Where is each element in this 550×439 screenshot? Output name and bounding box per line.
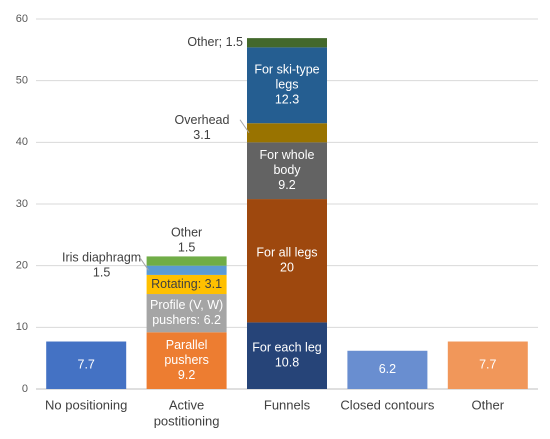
bar-segment	[247, 142, 327, 200]
leader-line	[239, 119, 250, 134]
data-label: 9.2	[278, 178, 295, 192]
data-label: 12.3	[275, 93, 299, 107]
y-tick-label: 20	[16, 260, 28, 272]
bar-segment	[146, 294, 227, 333]
data-label: Overhead	[175, 113, 230, 127]
data-label: 9.2	[178, 368, 195, 382]
data-label: 20	[280, 261, 294, 275]
x-category-label: Other	[472, 397, 505, 412]
data-label: Other	[171, 226, 202, 240]
bar-segment	[46, 341, 127, 389]
data-label: 7.7	[479, 358, 496, 372]
bar-segment	[146, 332, 227, 389]
data-label: 7.7	[78, 358, 95, 372]
data-label: Rotating: 3.1	[151, 277, 222, 291]
y-tick-label: 10	[16, 321, 28, 333]
y-tick-label: 0	[22, 383, 28, 395]
data-label: For whole	[260, 148, 315, 162]
data-label: 1.5	[93, 266, 110, 280]
bar-segment	[247, 123, 327, 143]
bar-segment	[247, 38, 327, 48]
data-label: For each leg	[252, 340, 322, 354]
data-label: 1.5	[178, 241, 195, 255]
bar-segment	[347, 350, 428, 389]
data-label: Parallel	[166, 338, 208, 352]
data-label: pushers	[164, 353, 208, 367]
bar-segment	[247, 47, 327, 124]
x-category-label: postitioning	[154, 413, 220, 428]
data-label: body	[273, 163, 301, 177]
data-label: 6.2	[379, 362, 396, 376]
y-tick-label: 50	[16, 75, 28, 87]
data-label: 10.8	[275, 355, 299, 369]
leader-line	[139, 257, 150, 271]
bar-segment	[247, 199, 327, 323]
y-tick-label: 30	[16, 198, 28, 210]
bar-segment	[247, 322, 327, 389]
data-label: Other; 1.5	[187, 35, 243, 49]
data-label: For all legs	[256, 246, 317, 260]
data-label: legs	[276, 78, 299, 92]
x-category-label: Closed contours	[340, 397, 434, 412]
data-label: Iris diaphragm	[62, 251, 141, 265]
bar-segment	[146, 265, 227, 275]
y-tick-label: 40	[16, 136, 28, 148]
x-category-label: Funnels	[264, 397, 311, 412]
data-label: For ski-type	[254, 63, 319, 77]
x-category-label: No positioning	[45, 397, 127, 412]
data-label: 3.1	[193, 128, 210, 142]
y-tick-label: 60	[16, 13, 28, 25]
bar-segment	[146, 256, 227, 266]
x-category-label: Active	[169, 397, 204, 412]
data-label: pushers: 6.2	[152, 313, 221, 327]
bar-segment	[146, 274, 227, 295]
bar-segment	[447, 341, 528, 389]
data-label: Profile (V, W)	[150, 298, 223, 312]
